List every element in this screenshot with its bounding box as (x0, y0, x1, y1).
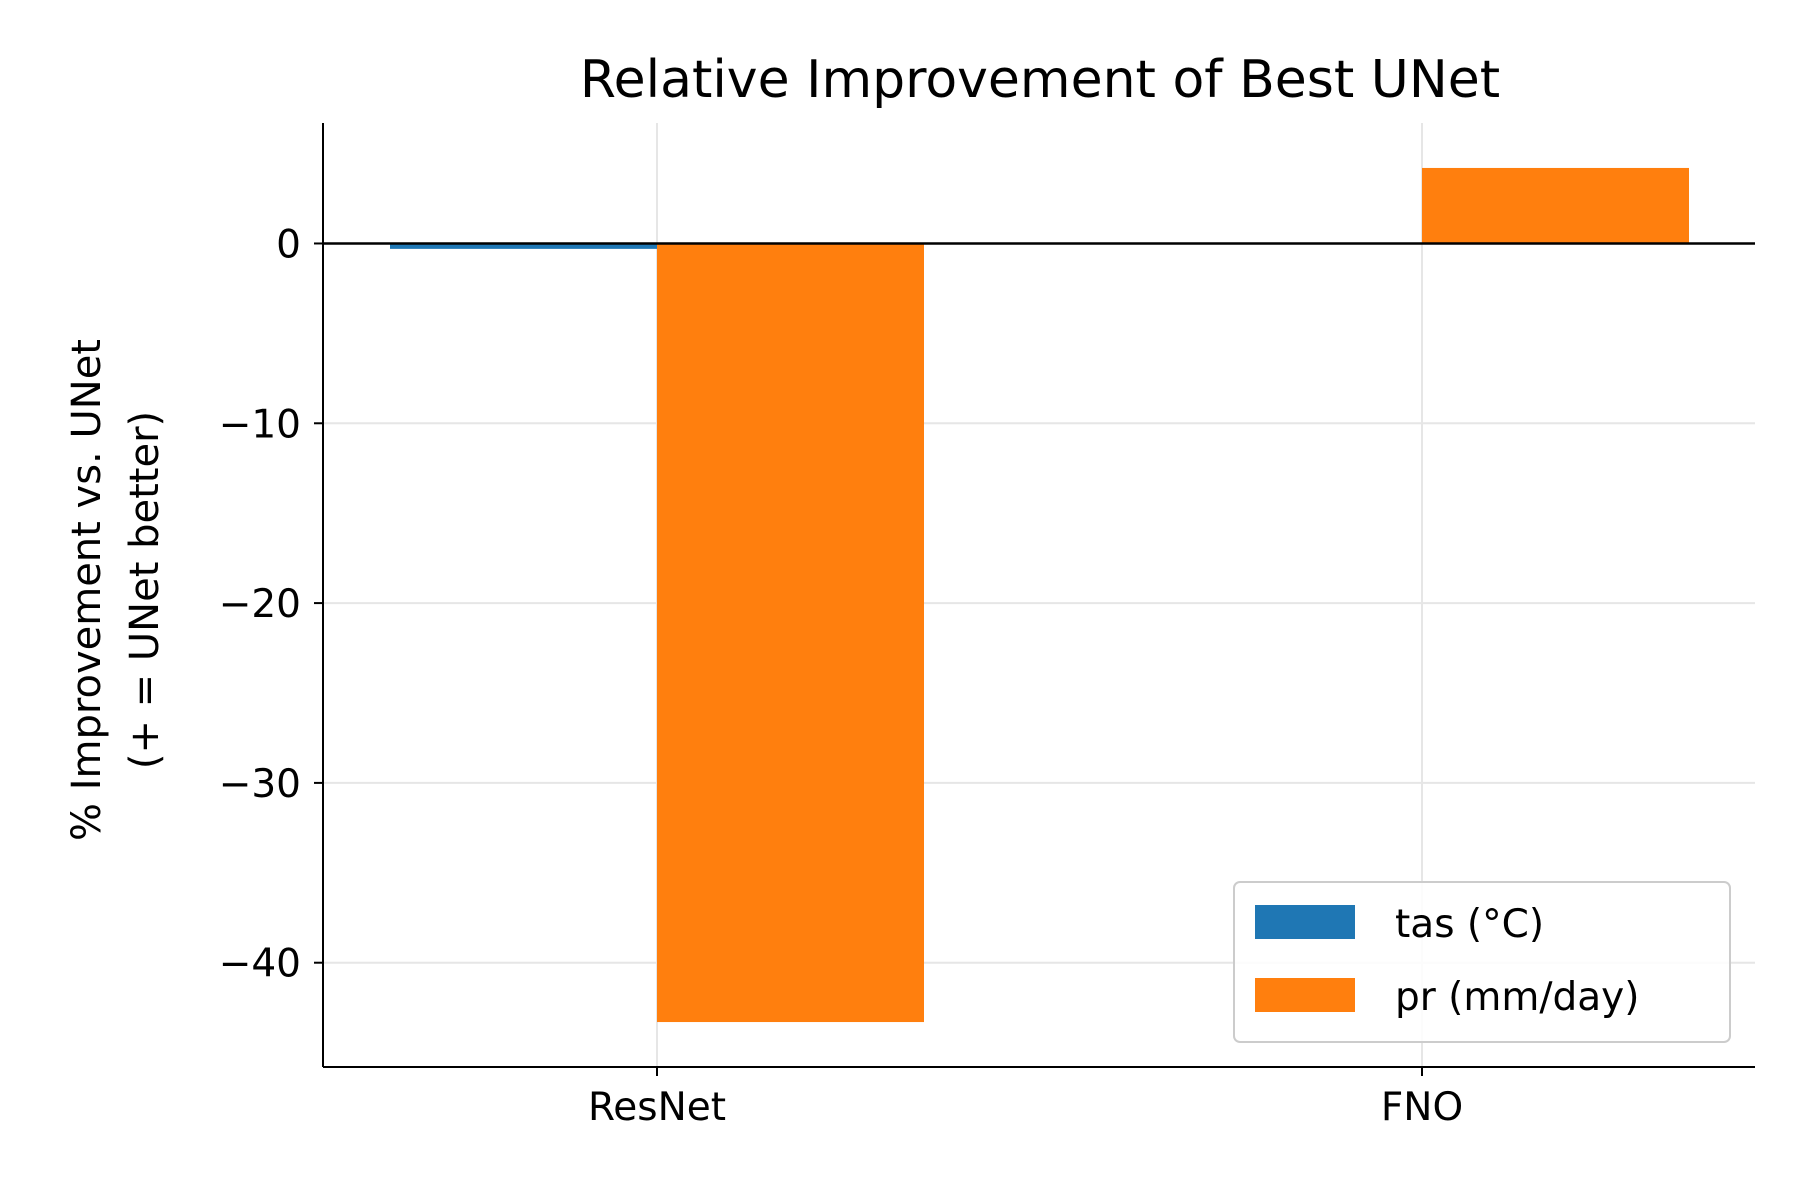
axes (322, 123, 1755, 1068)
legend-swatch-tas (1255, 905, 1355, 939)
y-tick-label: −40 (219, 942, 301, 987)
legend-box (1233, 881, 1731, 1043)
y-tick-label: −20 (219, 582, 301, 627)
legend-swatch-pr (1255, 978, 1355, 1012)
ticks: 0 −10 −20 −30 −40 ResNet FNO (219, 222, 1463, 1130)
x-tick-label-fno: FNO (1381, 1085, 1463, 1130)
y-axis-label-line2: (+ = UNet better) (122, 411, 168, 769)
bars (323, 167, 1755, 1023)
chart-title: Relative Improvement of Best UNet (580, 50, 1500, 110)
bar-pr-resnet (657, 243, 924, 1023)
y-axis-label: % Improvement vs. UNet (+ = UNet better) (64, 339, 168, 841)
bar-tas-resnet (390, 243, 657, 249)
y-tick-label: −30 (219, 762, 301, 807)
y-tick-label: 0 (276, 222, 301, 267)
legend: tas (°C) pr (mm/day) (1233, 881, 1731, 1043)
legend-label-tas: tas (°C) (1395, 902, 1544, 947)
legend-label-pr: pr (mm/day) (1395, 975, 1639, 1020)
y-tick-label: −10 (219, 402, 301, 447)
bar-pr-fno (1422, 167, 1689, 244)
y-axis-label-line1: % Improvement vs. UNet (64, 339, 110, 841)
x-tick-label-resnet: ResNet (588, 1085, 726, 1130)
